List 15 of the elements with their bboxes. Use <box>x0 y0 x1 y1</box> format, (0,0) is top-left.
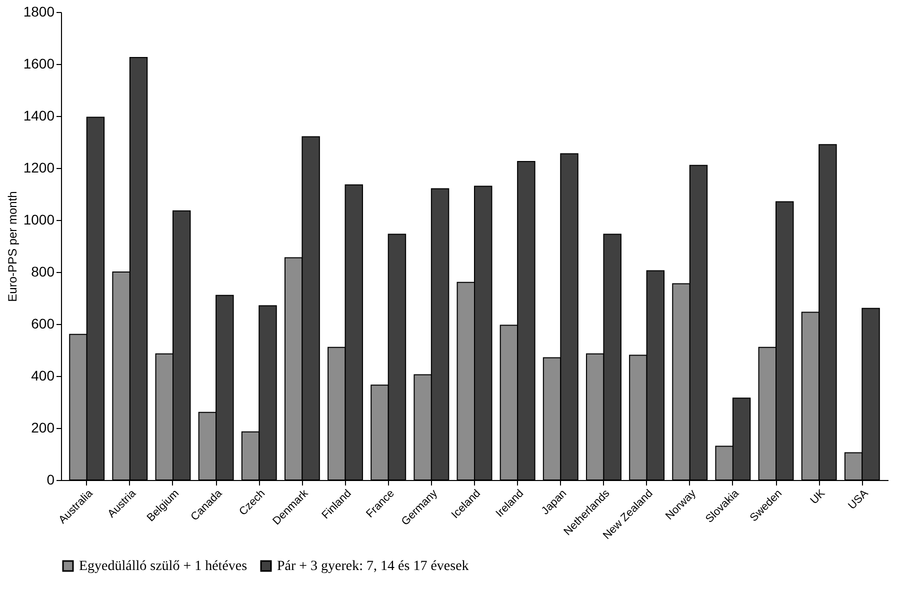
y-tick-label: 200 <box>31 420 55 436</box>
y-tick-label: 0 <box>46 472 55 488</box>
y-tick-label: 1600 <box>23 56 55 72</box>
x-tick-label: UK <box>808 487 828 507</box>
y-tick-label: 400 <box>31 368 55 384</box>
y-tick-label: 1400 <box>23 108 55 124</box>
y-axis-title: Euro-PPS per month <box>5 191 20 302</box>
y-tick-label: 1000 <box>23 212 55 228</box>
y-tick-label: 800 <box>31 264 55 280</box>
y-tick-label: 1800 <box>23 4 55 20</box>
legend-label: Pár + 3 gyerek: 7, 14 és 17 évesek <box>277 559 469 574</box>
x-tick-label: USA <box>846 487 872 512</box>
y-tick-label: 600 <box>31 316 55 332</box>
legend-label: Egyedülálló szülő + 1 hétéves <box>79 559 248 574</box>
y-tick-label: 1200 <box>23 160 55 176</box>
